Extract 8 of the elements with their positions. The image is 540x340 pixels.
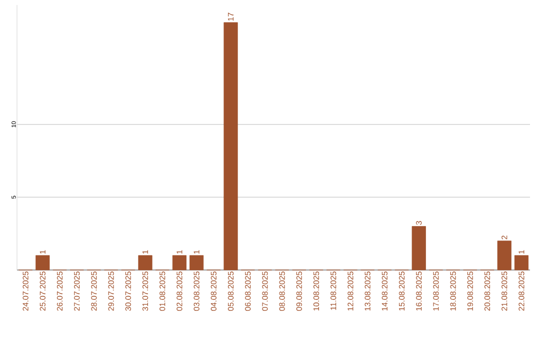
bar (514, 255, 528, 270)
bar (497, 240, 512, 270)
bar (36, 255, 50, 270)
bar (190, 255, 204, 270)
bar (138, 255, 152, 270)
bar (172, 255, 186, 270)
bar (224, 22, 238, 270)
bar (412, 226, 426, 270)
